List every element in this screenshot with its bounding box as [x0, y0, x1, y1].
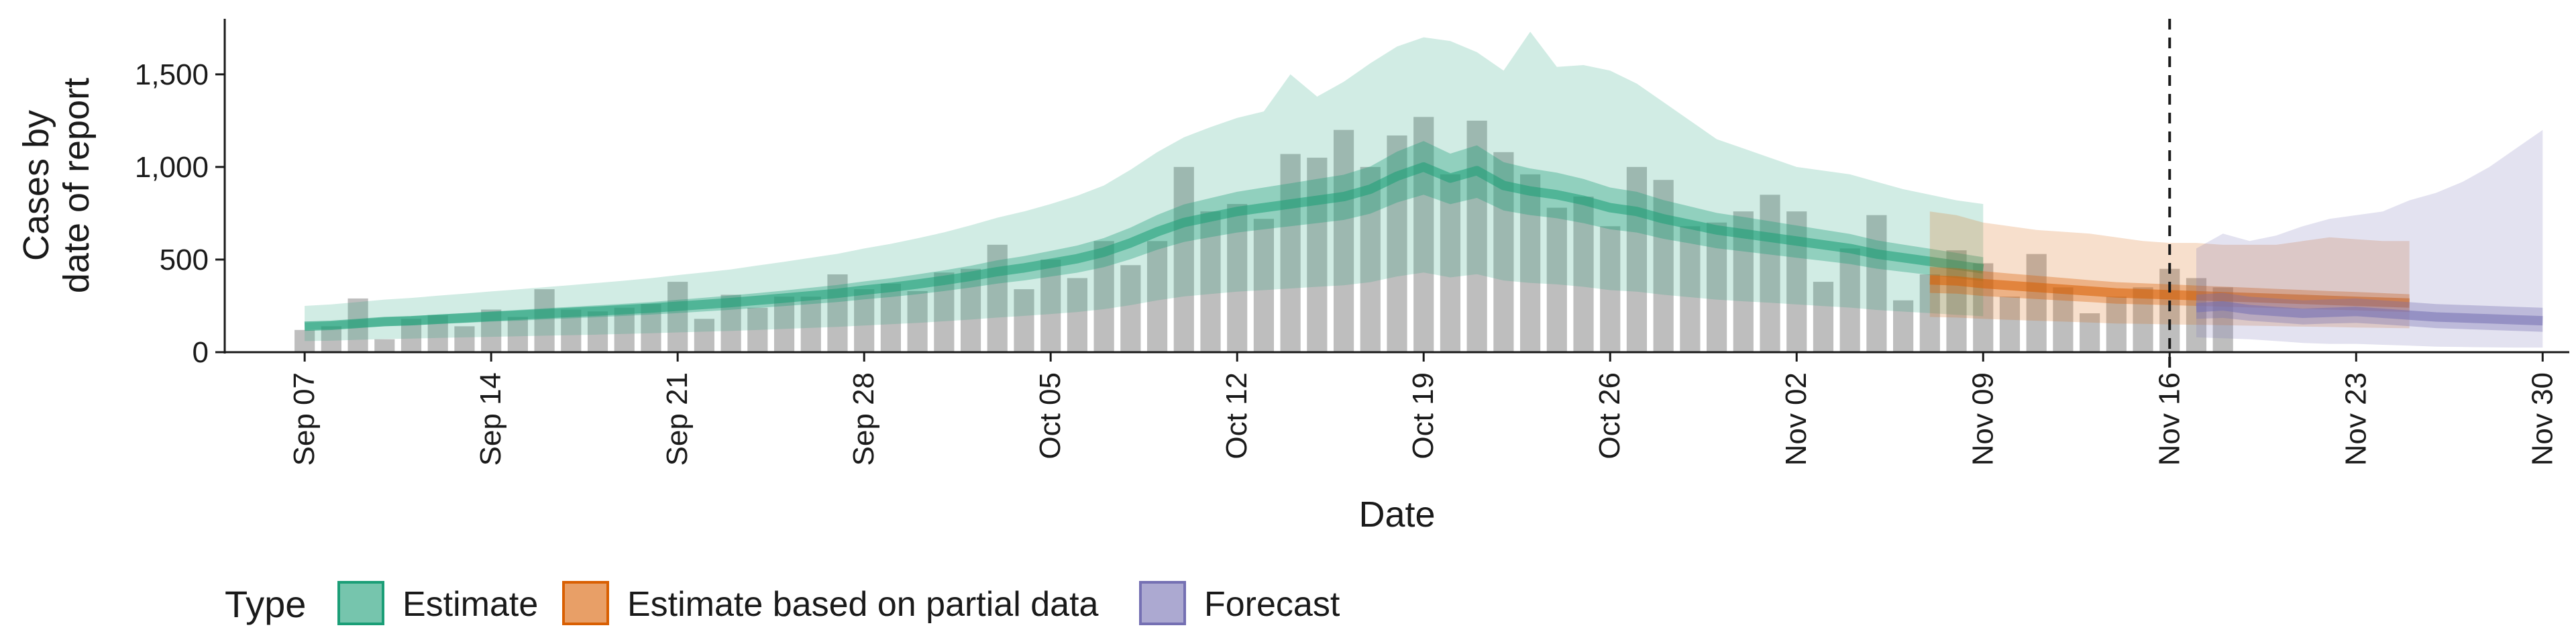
case-bar [1786, 211, 1807, 352]
case-bar [1227, 204, 1248, 352]
case-bar [1040, 259, 1061, 352]
x-tick-label: Nov 02 [1780, 372, 1813, 466]
case-bar [1706, 222, 1727, 352]
forecast-outer-band [2196, 129, 2543, 348]
case-bar [587, 311, 608, 352]
case-bar [2186, 278, 2207, 352]
x-tick-label: Oct 12 [1220, 372, 1253, 460]
case-bar [294, 329, 315, 352]
case-bar [507, 317, 528, 352]
case-bar [2053, 287, 2074, 352]
case-bar [534, 289, 555, 352]
y-axis-title-line-2: date of report [56, 78, 97, 293]
x-tick-label: Sep 07 [288, 372, 321, 466]
case-bar [1093, 241, 1114, 352]
case-bar [1839, 248, 1860, 352]
legend: Type Estimate Estimate based on partial … [225, 581, 1340, 625]
case-bar [1440, 174, 1461, 352]
case-bar [1919, 274, 1940, 352]
x-tick-label: Oct 19 [1407, 372, 1440, 460]
reported-case-bars [294, 117, 2233, 353]
case-bar [1280, 154, 1301, 353]
case-bar [907, 290, 928, 352]
case-bar [1307, 158, 1328, 353]
case-bar [667, 282, 688, 352]
estimate-based-on-partial-data-median-line [1929, 275, 2410, 308]
x-tick-label: Nov 30 [2526, 372, 2559, 466]
case-bar [1760, 195, 1780, 352]
legend-label-forecast: Forecast [1204, 585, 1340, 624]
legend-key-forecast [1139, 581, 1186, 625]
x-tick-label: Sep 14 [474, 372, 507, 466]
y-axis-title-line-1: Cases by [16, 110, 56, 261]
case-bar [694, 319, 714, 352]
case-bar [987, 244, 1008, 352]
case-bar [374, 339, 395, 352]
case-bar [2080, 313, 2100, 352]
x-axis-ticks: Sep 07 Sep 14 Sep 21 Sep 28 Oct 05 Oct 12 Oct … [288, 352, 2559, 466]
case-bar [1626, 166, 1648, 352]
case-bar [1146, 241, 1168, 352]
case-bar [1120, 265, 1141, 352]
legend-title: Type [225, 583, 306, 625]
case-bar [2026, 254, 2047, 352]
case-bar [1333, 129, 1354, 352]
case-bar [1893, 300, 1914, 352]
legend-key-estimate [337, 581, 384, 625]
x-tick-label: Nov 23 [2339, 372, 2372, 466]
legend-label-partial: Estimate based on partial data [627, 585, 1099, 624]
case-bar [880, 283, 901, 352]
case-bar [1813, 282, 1834, 352]
case-bar [800, 297, 821, 352]
estimate-outer-band [305, 32, 1984, 341]
case-bar [614, 307, 635, 352]
case-bar [827, 274, 848, 352]
x-tick-label: Sep 21 [661, 372, 694, 466]
y-tick-label: 500 [160, 244, 209, 276]
x-tick-label: Nov 09 [1966, 372, 1999, 466]
legend-key-partial [562, 581, 609, 625]
case-bar [1973, 263, 1994, 352]
case-bar [1653, 180, 1674, 352]
case-bar [1999, 297, 2021, 352]
y-tick-label: 1,500 [135, 58, 209, 91]
y-tick-label: 0 [193, 336, 209, 369]
case-bar [1014, 289, 1034, 352]
case-bar [454, 326, 475, 352]
case-bar [321, 326, 341, 352]
x-tick-label: Nov 16 [2153, 372, 2186, 466]
case-bar [1253, 219, 1275, 352]
case-bar [1546, 207, 1567, 352]
case-bar [1680, 226, 1701, 352]
case-bar [1200, 211, 1221, 352]
case-bar [1067, 278, 1088, 352]
case-bar [1600, 226, 1621, 352]
y-axis-ticks: 0 500 1,000 1,500 [135, 58, 225, 369]
forecast-median-line [2196, 301, 2543, 326]
x-tick-label: Oct 05 [1034, 372, 1067, 460]
x-axis-title: Date [1358, 494, 1435, 535]
case-bar [1413, 117, 1434, 353]
x-tick-label: Sep 28 [847, 372, 880, 466]
case-bar [960, 268, 981, 352]
case-bar [1519, 174, 1541, 352]
case-bar [1360, 166, 1381, 352]
case-bar [2106, 297, 2127, 352]
case-bar [1466, 120, 1487, 352]
case-bar [854, 289, 875, 352]
case-bar [773, 297, 795, 352]
estimate-median-line [304, 162, 1984, 331]
case-bar [747, 307, 768, 352]
y-tick-label: 1,000 [135, 151, 209, 184]
case-bar [1573, 197, 1594, 352]
x-tick-label: Oct 26 [1593, 372, 1626, 460]
case-bar [1173, 166, 1194, 352]
legend-label-estimate: Estimate [402, 585, 538, 624]
case-bar [1866, 215, 1887, 352]
